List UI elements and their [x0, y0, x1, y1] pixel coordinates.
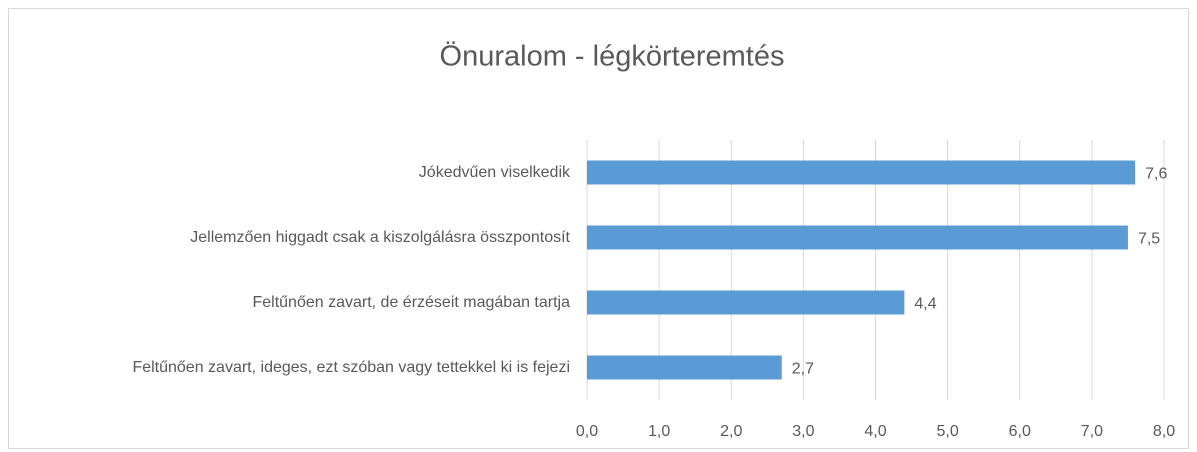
data-label: 7,5 [1138, 231, 1160, 248]
bar [587, 225, 1128, 250]
category-label-wrap: Feltűnően zavart, de érzéseit magában ta… [10, 273, 570, 333]
bar [587, 160, 1136, 185]
x-tick-label: 2,0 [720, 423, 742, 440]
chart-title: Önuralom - légkörteremtés [440, 41, 785, 73]
data-label: 2,7 [792, 361, 814, 378]
y-tick-label: Jókedvűen viselkedik [418, 163, 570, 181]
y-tick-label: Feltűnően zavart, de érzéseit magában ta… [252, 293, 570, 311]
category-label-wrap: Jókedvűen viselkedik [10, 143, 570, 203]
category-label-wrap: Jellemzően higgadt csak a kiszolgálásra … [10, 208, 570, 268]
y-tick-label: Feltűnően zavart, ideges, ezt szóban vag… [132, 358, 570, 376]
bar [587, 355, 782, 380]
category-label-box: Feltűnően zavart, de érzéseit magában ta… [10, 273, 570, 333]
x-tick-label: 1,0 [648, 423, 670, 440]
bar [587, 290, 905, 315]
x-tick-label: 3,0 [792, 423, 814, 440]
category-label-box: Feltűnően zavart, ideges, ezt szóban vag… [10, 338, 570, 398]
category-label-wrap: Feltűnően zavart, ideges, ezt szóban vag… [10, 338, 570, 398]
x-tick-label: 4,0 [864, 423, 886, 440]
x-tick-label: 8,0 [1153, 423, 1175, 440]
data-label: 4,4 [914, 296, 936, 313]
x-tick-label: 0,0 [576, 423, 598, 440]
category-label-box: Jellemzően higgadt csak a kiszolgálásra … [10, 208, 570, 268]
data-label: 7,6 [1145, 166, 1167, 183]
x-tick-label: 5,0 [937, 423, 959, 440]
category-label-box: Jókedvűen viselkedik [10, 143, 570, 203]
x-tick-label: 6,0 [1009, 423, 1031, 440]
y-tick-label: Jellemzően higgadt csak a kiszolgálásra … [190, 228, 570, 246]
x-tick-label: 7,0 [1081, 423, 1103, 440]
